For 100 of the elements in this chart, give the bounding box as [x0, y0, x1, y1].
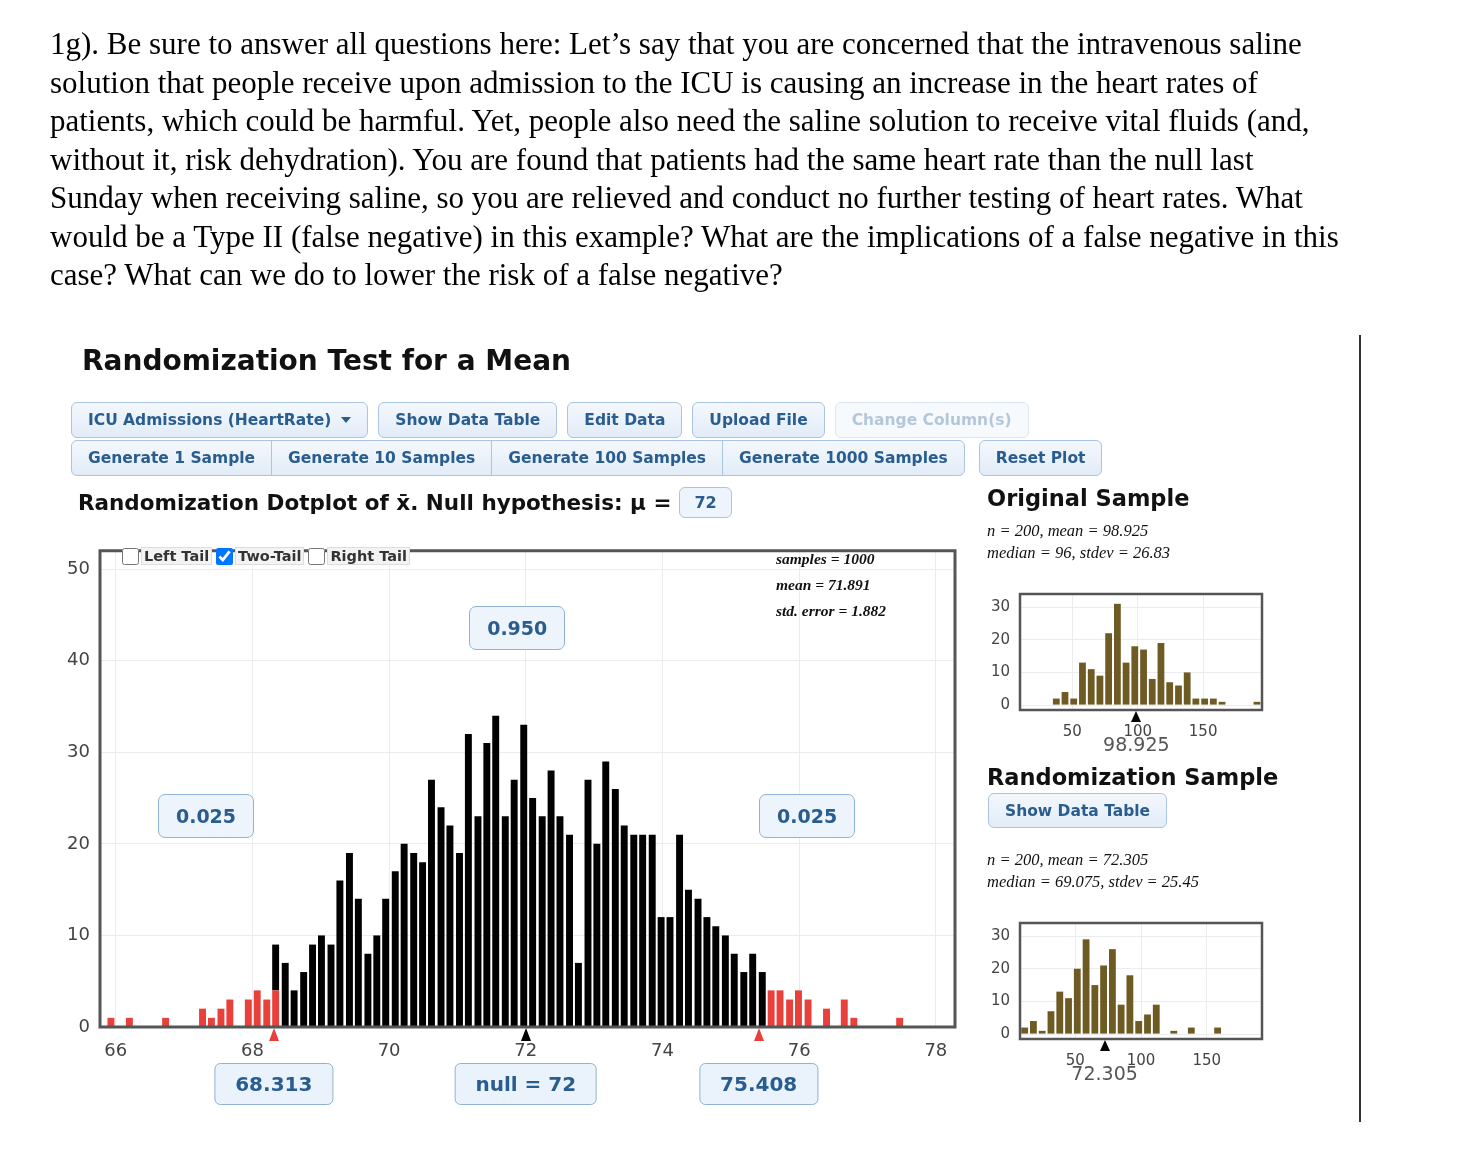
y-tick-label: 30 [990, 596, 1010, 615]
x-tick-label: 50 [1062, 721, 1082, 740]
bar [253, 990, 261, 1027]
bar [639, 834, 647, 1027]
bar [703, 917, 711, 1027]
bar [776, 990, 784, 1027]
text: Change Column(s) [834, 402, 1029, 438]
annotation: Two-Tail [235, 547, 305, 565]
y-tick-label: 30 [990, 925, 1010, 944]
text: 72 [679, 487, 732, 518]
bar [786, 999, 794, 1027]
bar [850, 1017, 858, 1027]
bar [346, 853, 353, 1027]
text: Generate 1000 Samples [722, 440, 965, 476]
bar [107, 1017, 115, 1027]
bar [410, 853, 418, 1027]
text: Upload File [692, 402, 825, 438]
bar [574, 962, 582, 1027]
x-tick-label: 66 [104, 1039, 128, 1061]
y-tick-label: 20 [67, 831, 90, 853]
bar [767, 990, 775, 1027]
annotation: null = 72 [454, 1063, 598, 1105]
y-tick-label: 40 [67, 648, 90, 670]
text: Generate 10 Samples [271, 440, 493, 476]
bar [272, 944, 280, 991]
y-tick-label: 30 [67, 739, 90, 761]
y-tick-label: 0 [1000, 694, 1010, 713]
bar [364, 953, 372, 1027]
text: Reset Plot [978, 440, 1103, 476]
x-tick-label: 74 [651, 1039, 674, 1061]
x-tick-label: 70 [377, 1039, 401, 1061]
bar [456, 853, 463, 1027]
text: Randomization Test for a Mean [82, 344, 572, 377]
y-tick-label: 20 [990, 958, 1010, 977]
bar [676, 834, 684, 1027]
y-tick-label: 10 [67, 923, 90, 945]
bar [538, 816, 546, 1027]
bar [740, 972, 748, 1027]
annotation: mean = 71.891 [776, 575, 872, 595]
bar [804, 999, 812, 1027]
y-tick-label: 0 [1000, 1023, 1010, 1042]
bar [657, 917, 665, 1027]
chart-subtitle: n = 200, mean = 98.925 median = 96, stdev = 26.83 [987, 520, 1171, 564]
bar [226, 999, 234, 1027]
bar [795, 990, 802, 1027]
text: Generate 100 Samples [491, 440, 724, 476]
y-tick-label: 10 [990, 662, 1010, 681]
text: Generate 1 Sample [71, 440, 273, 476]
text: Edit Data [567, 402, 683, 438]
text: Show Data Table [378, 402, 558, 438]
bar [620, 825, 628, 1027]
bar [354, 898, 362, 1027]
bar [162, 1017, 170, 1027]
x-tick-label: 76 [787, 1039, 811, 1061]
bar [648, 834, 656, 1027]
text: ICU Admissions (HeartRate) [71, 402, 369, 438]
bar [730, 953, 738, 1027]
x-tick-label: 72 [514, 1039, 538, 1061]
annotation: 0.025 [158, 793, 255, 838]
bar [281, 962, 289, 1027]
chart-title: Randomization Sample [987, 764, 1279, 790]
chart-title: Randomization Dotplot of x̄. Null hypothesis: μ = [78, 490, 672, 515]
chart-title: Original Sample [987, 485, 1190, 511]
x-tick-label: 78 [924, 1039, 948, 1061]
y-tick-label: 20 [990, 629, 1010, 648]
bar [300, 972, 308, 1027]
bar [382, 898, 390, 1027]
bar [712, 926, 720, 1027]
bar [125, 1017, 133, 1027]
annotation: 68.313 [214, 1063, 334, 1105]
text: 1g). Be sure to answer all questions here: Let’s say that you are concerned that the intravenous saline solution that people receive upon admission to the ICU is causing an increase in the heart rates of patients, which could be harmful. Yet, people also need the saline solution to receive vital fluids (and, without it, risk dehydration). You are found that patients had the same heart rate than the null last Sunday when receiving saline, so you are relieved and conduct no further testing of heart rates. What would be a Type II (false negative) in this example? What are the implications of a false negative in this case? What can we do to lower the risk of a false negative? [50, 25, 1340, 294]
bar [611, 788, 619, 1027]
x-tick-label: 150 [1188, 721, 1218, 740]
bar [290, 990, 298, 1027]
annotation: Left Tail [141, 547, 213, 565]
bar [474, 816, 482, 1027]
bar [684, 889, 692, 1027]
bar [207, 1017, 215, 1027]
annotation: Right Tail [327, 547, 410, 565]
y-tick-label: 10 [990, 991, 1010, 1010]
y-tick-label: 50 [67, 556, 90, 578]
bar [840, 999, 848, 1027]
bar [510, 779, 518, 1027]
bar [309, 944, 317, 1027]
bar [464, 733, 472, 1027]
bar [244, 999, 252, 1027]
bar [630, 834, 638, 1027]
x-tick-label: 150 [1192, 1050, 1222, 1069]
bar [896, 1017, 904, 1027]
bar [501, 816, 509, 1027]
chart-subtitle: n = 200, mean = 72.305 median = 69.075, stdev = 25.45 [987, 849, 1199, 893]
annotation: std. error = 1.882 [776, 601, 887, 621]
bar [419, 862, 427, 1027]
bar [263, 999, 271, 1027]
bar [483, 743, 491, 1027]
bar [199, 1008, 206, 1027]
bar [566, 834, 573, 1027]
bar [391, 871, 399, 1027]
y-tick-label: 0 [78, 1014, 90, 1036]
bar [602, 761, 610, 1027]
